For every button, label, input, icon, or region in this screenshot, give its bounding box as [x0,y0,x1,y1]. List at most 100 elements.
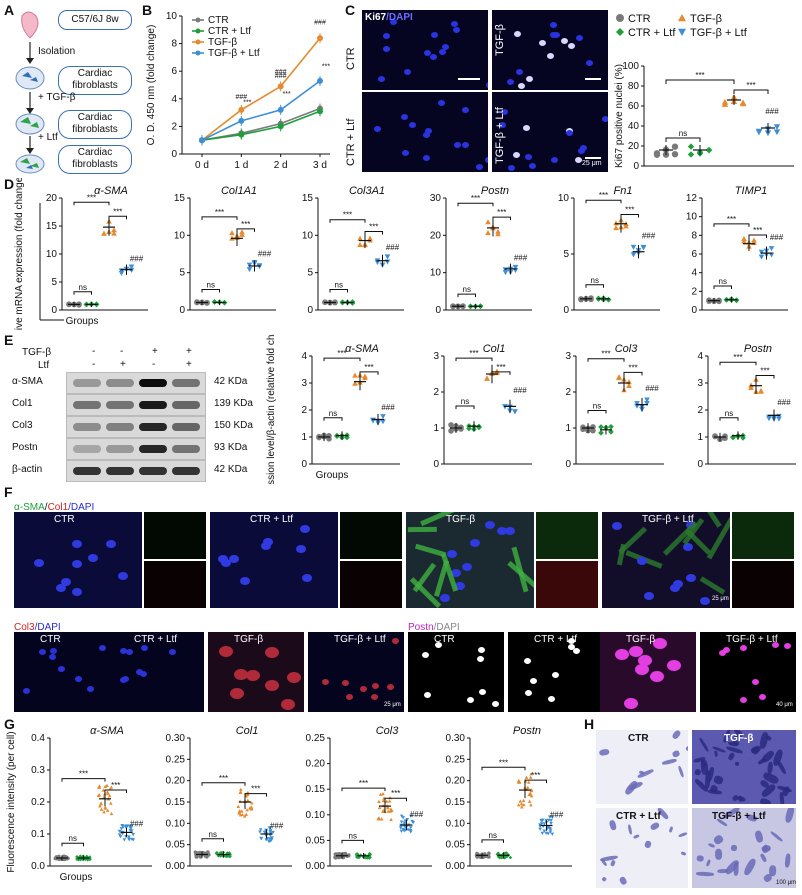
nucleus [653,638,668,650]
significance-label: ns [489,831,497,840]
data-point [237,809,242,813]
blot-row-label: β-actin [12,464,43,475]
y-tick-label: 10 [302,230,314,241]
nucleus [239,576,250,585]
significance-label: *** [241,220,250,229]
migrated-cell [727,752,736,762]
data-point [644,400,650,407]
y-axis-label: O. D. 450 nm (fold change) [146,25,157,146]
data-point [242,814,247,818]
significance-label: *** [733,353,742,362]
migrated-cell [761,845,771,853]
significance-label: *** [251,785,260,794]
legend-label: TGF-β + Ltf [690,27,748,39]
data-point [102,810,106,814]
y-tick-label: 6 [691,249,697,260]
blot-band [106,445,134,453]
sig-bracket [61,778,106,782]
y-tick-label: 0.30 [166,733,186,744]
migrated-cell [770,830,785,843]
sig-bracket [587,409,607,414]
data-point [357,855,361,860]
nucleus [577,148,585,155]
nucleus [575,35,583,42]
nucleus [435,641,443,648]
subplot-title: Col3 [615,343,639,355]
nucleus [438,49,446,56]
data-point [130,837,134,842]
data-point [246,267,253,273]
blot-kda-label: 150 KDa [214,420,253,431]
significance-label: ### [777,398,791,407]
sig-bracket [73,291,92,295]
data-point [109,811,114,816]
significance-label: ### [275,69,287,76]
data-point [205,851,210,855]
nucleus [442,43,450,50]
data-point [687,151,695,158]
legend-label: TGF-β + Ltf [208,48,260,59]
if-image [108,632,204,712]
nucleus [423,692,431,699]
nucleus [500,108,508,115]
nucleus [302,574,313,583]
data-point [387,799,392,803]
nucleus [264,679,279,691]
data-point [96,793,101,797]
data-point [408,826,413,830]
nucleus [424,127,432,134]
condition-label: CTR [40,634,61,645]
y-tick-label: 20 [628,141,640,152]
step-tgf: + TGF-β [38,92,76,103]
nucleus [71,560,82,569]
if-image-red-channel [340,561,402,608]
nucleus [515,68,523,75]
sig-bracket [585,284,604,288]
significance-label: *** [760,366,769,375]
panel-label-h: H [584,716,595,732]
stain-label-row2-left: Col3/DAPI [14,622,61,633]
nucleus [476,655,484,662]
data-point [84,854,89,859]
data-point [80,857,85,861]
y-tick-label: 0 [301,459,307,470]
y-tick-label: 40 [628,121,640,132]
blot-band [106,467,134,475]
condition-label: CTR + Ltf [534,634,578,645]
nucleus [402,150,410,157]
cells-box-2: Cardiac fibroblasts [58,110,132,139]
data-point [97,784,102,788]
y-tick-label: 0.4 [31,733,45,744]
sig-bracket [236,228,255,232]
condition-label: CTR [54,514,75,525]
stain-label-row1: α-SMA/Col1/DAPI [14,502,95,513]
data-point [768,246,775,252]
if-image-green-channel [340,512,402,559]
data-point [503,854,508,859]
data-point [333,856,338,860]
data-point [326,433,332,439]
nucleus [477,646,485,653]
data-point [131,832,136,837]
significance-label: *** [283,91,291,98]
y-tick-label: 6 [171,66,177,77]
nucleus [246,670,261,682]
sig-bracket [201,838,224,842]
significance-label: ### [130,819,144,828]
nucleus [60,577,71,586]
data-point [379,817,384,821]
data-point [598,424,604,430]
stain-label-row2-right: Postn/DAPI [408,622,460,633]
data-point [381,799,386,803]
migrated-cell [677,765,685,778]
y-tick-label: 0.15 [446,797,466,808]
y-tick-label: 4 [301,351,307,362]
sign: - [92,346,96,357]
blot-band [73,445,101,453]
significance-label: *** [364,363,373,372]
nucleus [408,122,416,129]
data-point [239,229,245,235]
significance-label: *** [727,215,736,224]
data-point [239,787,243,791]
sig-bracket [719,417,739,421]
